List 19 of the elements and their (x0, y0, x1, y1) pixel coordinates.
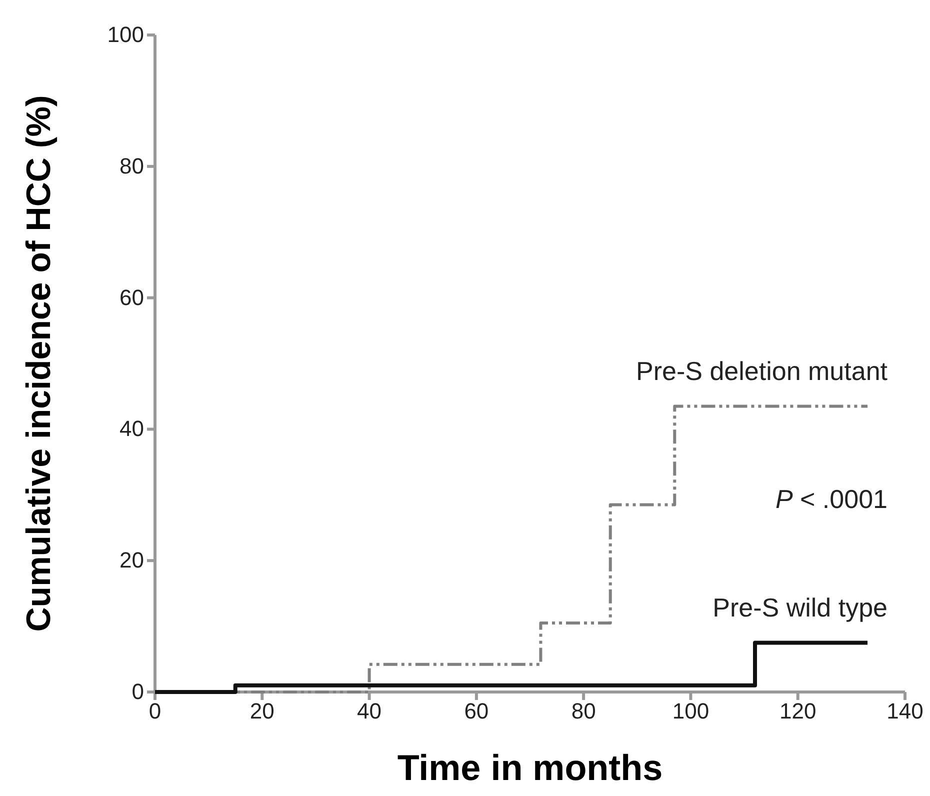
y-tick-label: 60 (120, 284, 144, 310)
y-tick-label: 100 (107, 22, 144, 48)
y-tick-label: 0 (132, 679, 144, 704)
y-tick-label: 40 (120, 416, 144, 442)
y-tick-label: 80 (120, 153, 144, 178)
x-axis-title: Time in months (397, 747, 663, 788)
x-tick-label: 0 (148, 698, 162, 724)
annotation: P < .0001 (775, 484, 888, 514)
y-tick-label: 20 (120, 548, 144, 573)
x-tick-label: 60 (464, 698, 489, 724)
series-label: Pre-S wild type (712, 592, 888, 622)
x-tick-label: 140 (886, 698, 924, 724)
series-label: Pre-S deletion mutant (636, 356, 888, 386)
y-axis-title: Cumulative incidence of HCC (%) (20, 95, 58, 632)
x-tick-label: 120 (780, 698, 816, 724)
x-tick-label: 100 (672, 698, 710, 724)
x-tick-label: 80 (571, 698, 596, 724)
x-tick-label: 40 (357, 698, 382, 724)
x-tick-label: 20 (250, 698, 274, 724)
